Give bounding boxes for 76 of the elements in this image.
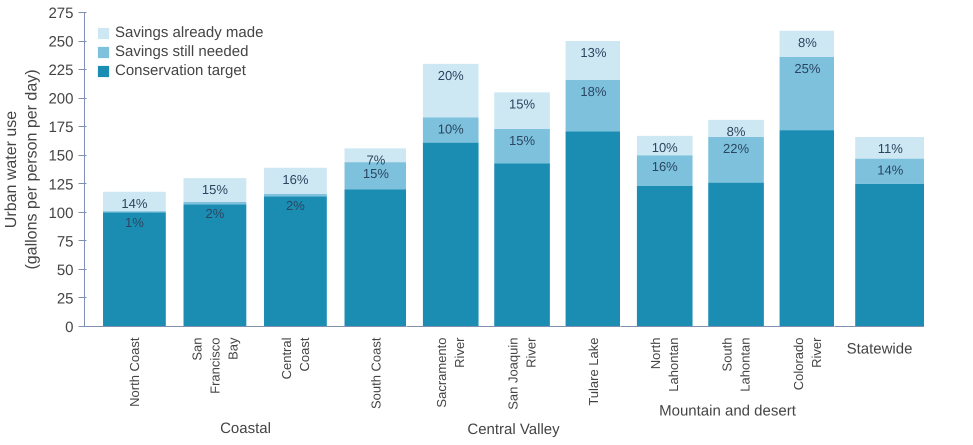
y-tick-label: 200 [48, 90, 74, 108]
x-axis-title: Mountain and desert [659, 402, 797, 420]
bar [494, 128, 550, 164]
annotation: 22% [723, 140, 750, 156]
annotation: 14% [877, 162, 904, 178]
x-tick-label: South Coast [368, 337, 384, 410]
bar [636, 186, 693, 326]
bar [566, 80, 620, 132]
annotation: 16% [282, 172, 309, 187]
y-tick-label: 125 [48, 176, 74, 194]
annotation: 20% [438, 68, 464, 83]
bar [566, 131, 620, 326]
x-tick-label: Colorado River [790, 336, 824, 390]
bar [780, 57, 834, 130]
x-tick-label: Central Coast [278, 337, 312, 380]
y-tick-label: 25 [56, 290, 74, 308]
bar [264, 168, 327, 194]
bar [103, 192, 166, 212]
bar [422, 142, 479, 326]
bar [566, 41, 620, 80]
y-tick-label: 175 [48, 119, 74, 136]
annotation: 1% [125, 215, 144, 230]
x-axis-title: Statewide [846, 340, 912, 358]
y-axis-title: Urban water use (gallons per person per day) [3, 69, 40, 270]
y-tick-label: 150 [48, 148, 74, 165]
annotation: 13% [580, 45, 607, 60]
x-tick-label: North Coast [126, 337, 142, 407]
bar [780, 30, 834, 58]
annotation: 15% [362, 166, 390, 182]
annotation: 10% [652, 140, 678, 155]
x-tick-label: San Francisco Bay [189, 337, 240, 394]
legend-label: Conservation target [115, 62, 246, 79]
annotation: 15% [202, 182, 228, 198]
annotation: 7% [366, 152, 386, 168]
bar [184, 204, 246, 326]
annotation: 25% [794, 61, 821, 76]
x-tick-label: North Lahontan [648, 337, 682, 392]
annotation: 10% [438, 122, 464, 137]
annotation: 16% [652, 159, 678, 174]
x-tick-label: Sacramento River [434, 336, 468, 408]
annotation: 15% [509, 132, 536, 148]
legend-label: Savings still needed [115, 43, 248, 60]
annotation: 11% [878, 140, 904, 156]
y-tick-label: 275 [48, 5, 74, 22]
bar [422, 118, 479, 143]
y-tick-label: 50 [56, 262, 74, 279]
annotation: 15% [509, 96, 536, 112]
annotation: 2% [206, 206, 225, 222]
y-tick-label: 0 [65, 319, 74, 336]
x-tick-label: Tulare Lake [586, 337, 601, 406]
annotation: 8% [726, 124, 746, 139]
x-axis-title: Central Valley [467, 420, 560, 438]
x-tick-label: San Joaquin River [506, 336, 539, 410]
annotation: 2% [286, 198, 306, 214]
y-tick-label: 75 [56, 233, 74, 250]
x-axis-title: Coastal [220, 420, 271, 438]
annotation: 18% [580, 84, 607, 99]
bar [636, 155, 693, 186]
y-tick-label: 225 [48, 62, 74, 80]
bar [494, 92, 550, 129]
bar [780, 130, 834, 326]
bar [494, 163, 550, 326]
bar [264, 196, 327, 326]
bar [103, 212, 166, 326]
y-tick-label: 100 [48, 204, 74, 222]
y-tick-label: 250 [48, 34, 74, 51]
bar [184, 178, 246, 202]
bar [708, 136, 764, 183]
bar [708, 182, 764, 326]
bar [422, 64, 479, 118]
annotation: 8% [798, 34, 818, 50]
x-tick-label: South Lahontan [720, 337, 753, 392]
bar [344, 189, 406, 326]
annotation: 14% [121, 196, 148, 211]
legend-label: Savings already made [115, 24, 264, 41]
bar [708, 120, 764, 137]
